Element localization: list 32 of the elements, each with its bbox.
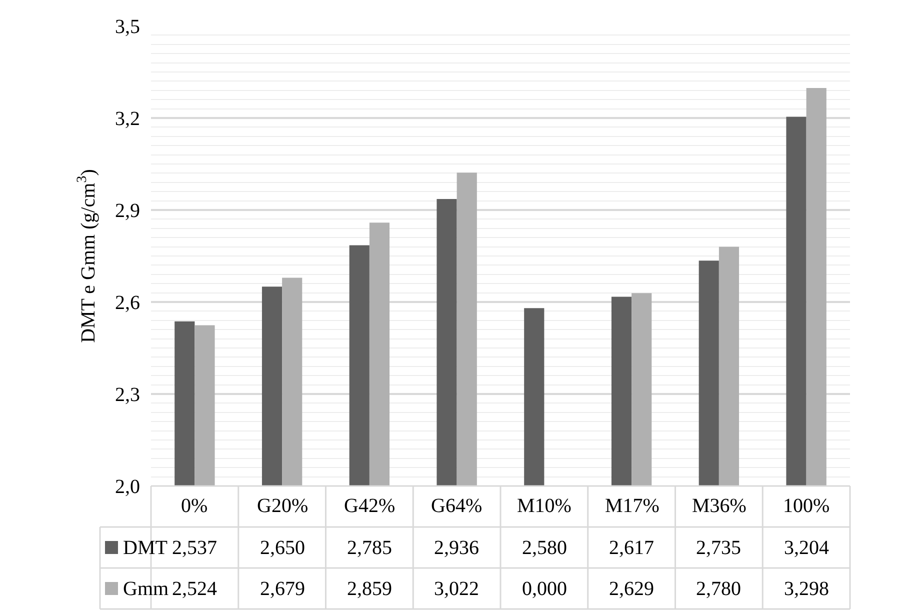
y-tick-label: 3,5 (115, 16, 140, 38)
x-tick-label: G20% (257, 495, 308, 517)
data-label: 2,735 (696, 537, 741, 559)
legend-label: Gmm (123, 578, 169, 600)
data-label: 3,204 (784, 537, 829, 559)
data-label: 2,780 (696, 578, 741, 600)
legend-label: DMT (123, 537, 168, 559)
text: 0,000 (522, 578, 567, 600)
data-label: 2,936 (434, 537, 479, 559)
x-tick-label: 0% (181, 495, 208, 517)
x-tick-label: M17% (605, 495, 660, 517)
data-label: 2,580 (522, 537, 567, 559)
data-label: 3,298 (784, 578, 829, 600)
y-tick-label: 2,3 (115, 384, 140, 406)
x-tick-label: M10% (517, 495, 572, 517)
y-tick-label: 2,9 (115, 200, 140, 222)
y-tick-label: 2,0 (115, 476, 140, 498)
data-label: 2,650 (260, 537, 305, 559)
data-label: 2,617 (609, 537, 654, 559)
data-label: 2,629 (609, 578, 654, 600)
x-tick-label: G42% (344, 495, 396, 517)
data-label: 2,785 (347, 537, 392, 559)
data-label: 2,679 (260, 578, 305, 600)
x-tick-label: G64% (431, 495, 482, 517)
data-label: 3,022 (434, 578, 479, 600)
data-label: 2,537 (172, 537, 217, 559)
x-tick-label: M36% (692, 495, 746, 517)
y-tick-label: 2,6 (115, 292, 140, 314)
y-tick-label: 3,2 (115, 108, 140, 130)
data-label: 2,859 (347, 578, 392, 600)
x-tick-label: 100% (783, 495, 830, 517)
data-label: 2,524 (172, 578, 217, 600)
